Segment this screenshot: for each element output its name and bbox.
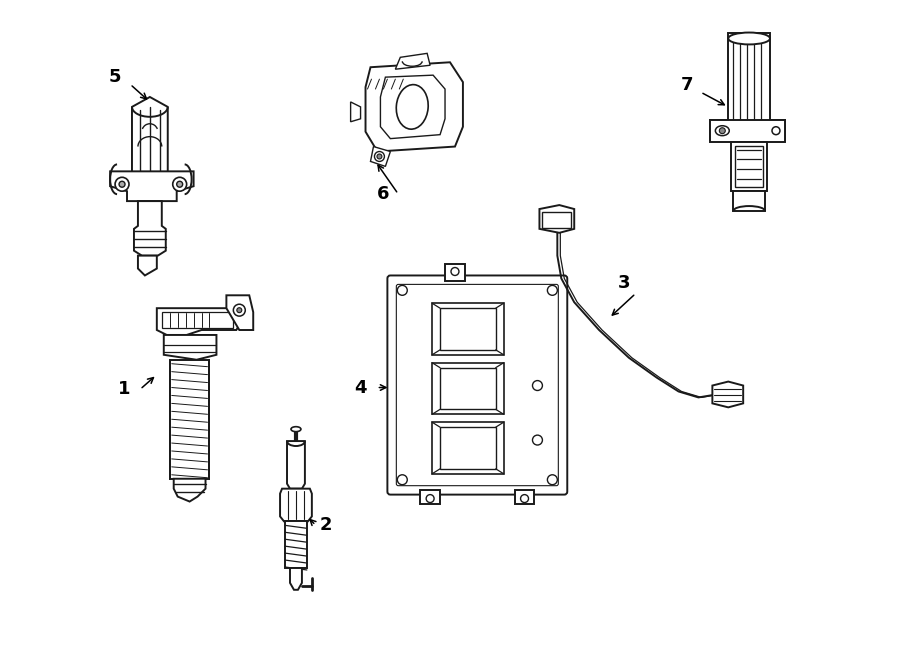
Bar: [432, 363, 504, 414]
Polygon shape: [381, 75, 445, 139]
Polygon shape: [395, 54, 430, 69]
Bar: [728, 32, 770, 127]
Circle shape: [173, 177, 186, 191]
Circle shape: [374, 151, 384, 161]
Polygon shape: [371, 147, 391, 167]
Circle shape: [772, 127, 780, 135]
Ellipse shape: [291, 427, 301, 432]
Polygon shape: [365, 62, 463, 151]
Text: 5: 5: [109, 68, 122, 86]
Polygon shape: [710, 120, 728, 139]
Polygon shape: [713, 381, 743, 407]
Bar: [543, 212, 572, 228]
Polygon shape: [539, 205, 574, 233]
Polygon shape: [134, 201, 166, 256]
Bar: [170, 360, 210, 479]
Circle shape: [119, 181, 125, 187]
Circle shape: [397, 286, 408, 295]
Text: 3: 3: [617, 274, 630, 292]
Text: 7: 7: [680, 76, 693, 94]
Text: 2: 2: [320, 516, 332, 534]
Circle shape: [233, 304, 246, 316]
Circle shape: [237, 307, 242, 313]
Circle shape: [397, 475, 408, 485]
Polygon shape: [285, 522, 307, 568]
Bar: [732, 141, 767, 191]
Bar: [420, 490, 440, 504]
Circle shape: [547, 286, 557, 295]
Polygon shape: [138, 256, 157, 276]
Bar: [440, 368, 496, 409]
Circle shape: [719, 128, 725, 134]
Polygon shape: [174, 479, 205, 502]
Polygon shape: [290, 568, 302, 590]
Circle shape: [533, 381, 543, 391]
Bar: [735, 145, 763, 187]
Bar: [440, 427, 496, 469]
Polygon shape: [157, 308, 241, 335]
Circle shape: [547, 475, 557, 485]
Bar: [440, 308, 496, 350]
Polygon shape: [110, 171, 194, 201]
Circle shape: [426, 494, 434, 502]
Polygon shape: [770, 120, 785, 139]
Circle shape: [377, 154, 382, 159]
Bar: [432, 422, 504, 474]
Polygon shape: [280, 488, 312, 522]
Bar: [162, 312, 233, 328]
Polygon shape: [164, 335, 217, 360]
Circle shape: [533, 435, 543, 445]
Text: 4: 4: [355, 379, 367, 397]
FancyBboxPatch shape: [387, 276, 567, 494]
FancyBboxPatch shape: [396, 284, 558, 486]
Ellipse shape: [728, 32, 770, 44]
Bar: [515, 490, 535, 504]
Circle shape: [115, 177, 129, 191]
Text: 1: 1: [118, 381, 130, 399]
Bar: [734, 191, 765, 211]
Ellipse shape: [716, 126, 729, 136]
Ellipse shape: [396, 85, 428, 129]
Polygon shape: [287, 441, 305, 488]
Bar: [445, 264, 465, 282]
Circle shape: [451, 268, 459, 276]
Polygon shape: [351, 102, 361, 122]
Polygon shape: [227, 295, 253, 330]
Polygon shape: [132, 97, 167, 186]
Circle shape: [520, 494, 528, 502]
Bar: [710, 120, 785, 141]
Text: 6: 6: [377, 185, 390, 203]
Circle shape: [176, 181, 183, 187]
Bar: [432, 303, 504, 355]
